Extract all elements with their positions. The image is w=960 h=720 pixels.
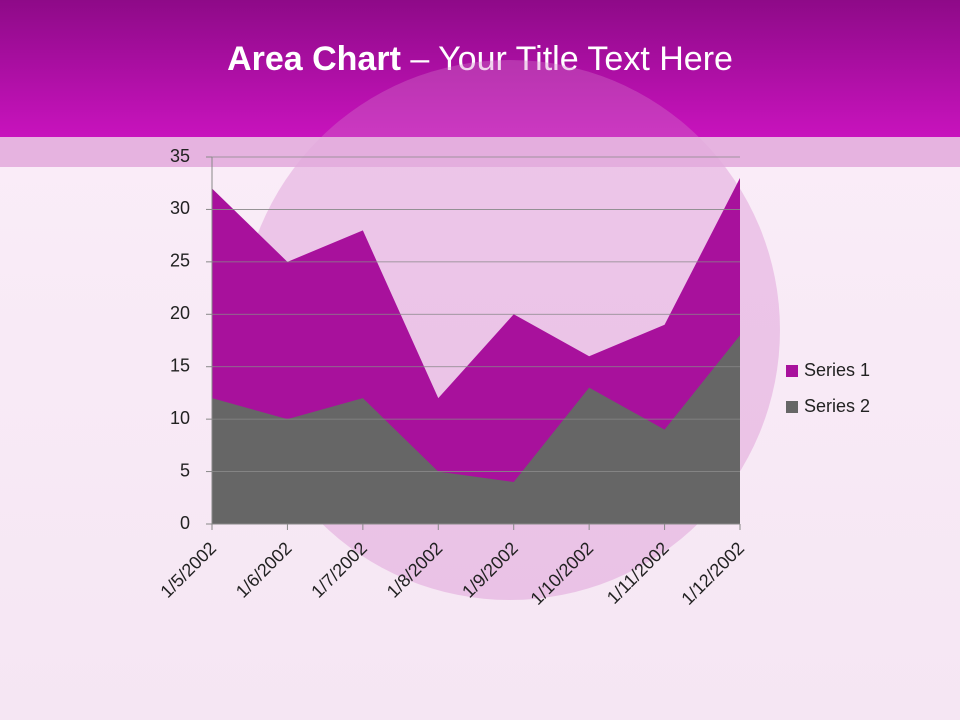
area	[212, 335, 740, 524]
title-rest: – Your Title Text Here	[410, 40, 733, 78]
legend-label: Series 1	[804, 360, 870, 380]
legend-label: Series 2	[804, 396, 870, 416]
slide-title: Area Chart – Your Title Text Here	[0, 40, 960, 79]
x-tick-label: 1/7/2002	[307, 538, 371, 602]
x-tick-label: 1/6/2002	[232, 538, 296, 602]
y-tick-label: 30	[170, 198, 190, 218]
y-tick-label: 15	[170, 355, 190, 375]
y-tick-label: 0	[180, 513, 190, 533]
x-tick-label: 1/5/2002	[156, 538, 220, 602]
y-tick-label: 35	[170, 146, 190, 166]
y-tick-label: 10	[170, 408, 190, 428]
y-tick-label: 20	[170, 303, 190, 323]
y-tick-label: 25	[170, 251, 190, 271]
x-tick-label: 1/12/2002	[677, 538, 748, 609]
y-tick-label: 5	[180, 460, 190, 480]
title-bold: Area Chart	[227, 40, 401, 78]
band-overlay	[0, 137, 960, 167]
legend-swatch	[786, 401, 798, 413]
legend-swatch	[786, 365, 798, 377]
header-bar	[0, 0, 960, 137]
